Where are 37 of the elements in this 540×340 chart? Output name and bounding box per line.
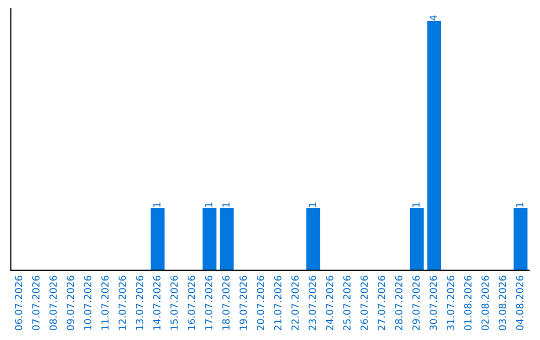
x-tick-label: 23.07.2026 — [308, 276, 316, 330]
x-tick-label: 29.07.2026 — [412, 276, 420, 330]
x-tick-label: 13.07.2026 — [136, 276, 144, 330]
x-tick-label: 30.07.2026 — [430, 276, 437, 330]
x-tick-label: 03.08.2026 — [498, 276, 506, 330]
x-tick-label: 04.08.2026 — [516, 276, 524, 330]
x-tick-label: 06.07.2026 — [14, 276, 22, 330]
data-label: 1 — [516, 202, 524, 207]
data-label: 1 — [308, 202, 316, 207]
x-tick-label: 12.07.2026 — [118, 276, 126, 330]
x-tick-label: 27.07.2026 — [378, 276, 386, 330]
x-tick-label: 15.07.2026 — [170, 276, 178, 330]
data-label: 1 — [205, 202, 212, 207]
x-tick-label: 24.07.2026 — [326, 276, 334, 330]
x-tick-label: 11.07.2026 — [101, 276, 109, 330]
x-tick-label: 17.07.2026 — [204, 276, 212, 330]
x-tick-label: 18.07.2026 — [222, 276, 230, 330]
x-tick-label: 02.08.2026 — [481, 276, 489, 330]
x-tick-label: 20.07.2026 — [256, 276, 264, 330]
x-tick-label: 07.07.2026 — [32, 276, 40, 330]
x-tick-label: 19.07.2026 — [240, 276, 247, 330]
x-tick-label: 22.07.2026 — [291, 276, 299, 330]
data-label: 1 — [412, 202, 420, 207]
x-tick-label: 01.08.2026 — [464, 276, 472, 330]
x-tick-label: 08.07.2026 — [49, 276, 57, 330]
x-tick-label: 10.07.2026 — [84, 276, 92, 330]
x-tick-label: 31.07.2026 — [446, 276, 454, 330]
x-tick-label: 21.07.2026 — [274, 276, 282, 330]
x-tick-label: 28.07.2026 — [395, 276, 402, 330]
x-tick-label: 16.07.2026 — [188, 276, 196, 330]
data-label: 1 — [153, 202, 160, 207]
x-tick-label: 26.07.2026 — [360, 276, 368, 330]
x-tick-label: 14.07.2026 — [153, 276, 160, 330]
x-tick-label: 09.07.2026 — [66, 276, 74, 330]
data-label: 1 — [222, 202, 230, 207]
data-label: 4 — [430, 15, 437, 20]
x-tick-label: 25.07.2026 — [343, 276, 351, 330]
